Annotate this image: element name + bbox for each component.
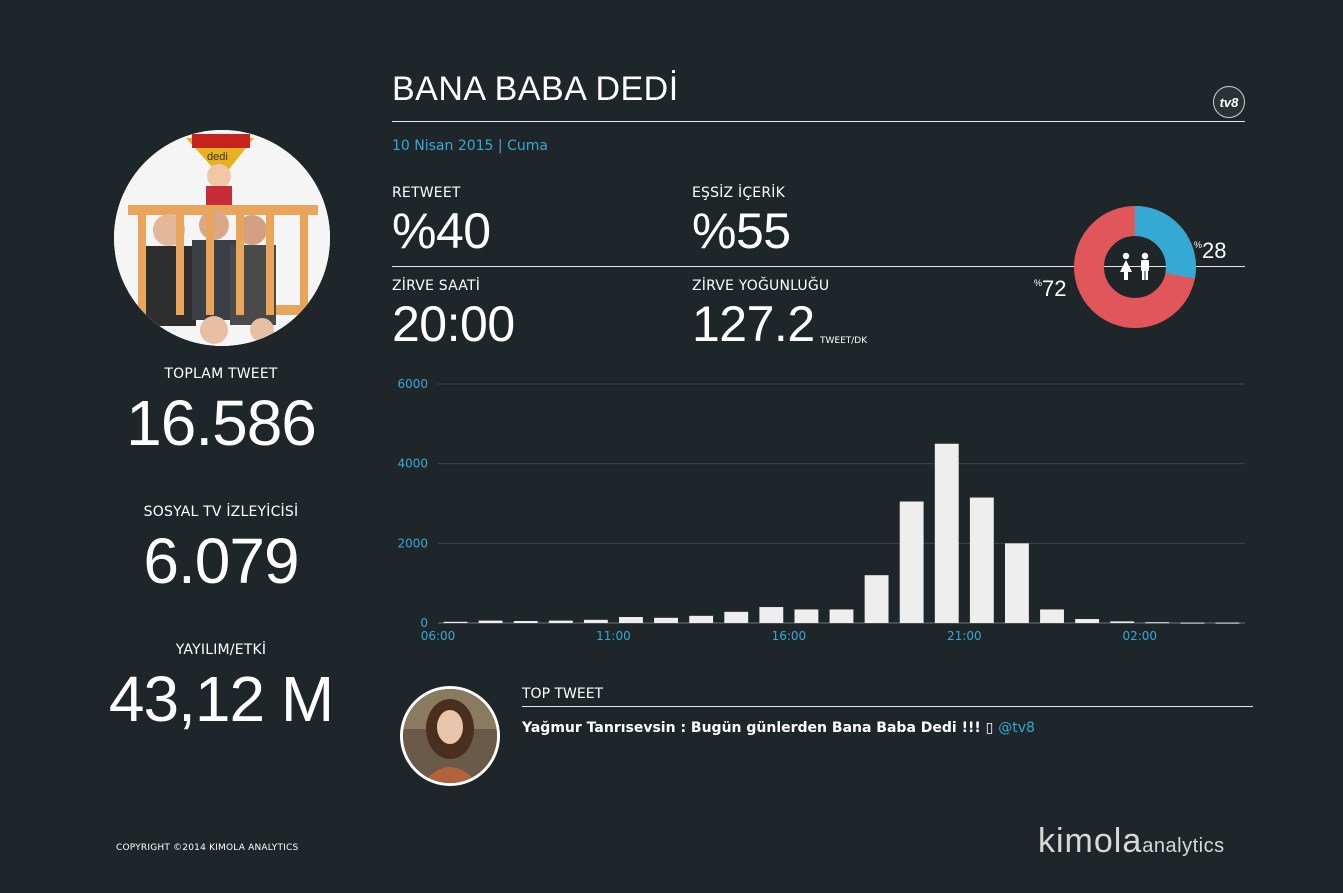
peak-time-value: 20:00 (392, 296, 515, 352)
unique-content-value: %55 (692, 203, 791, 259)
peak-density-value: 127.2 (692, 296, 815, 352)
female-male-icon (1120, 252, 1149, 280)
retweet-label: RETWEET (392, 185, 461, 201)
chart-bar (1145, 622, 1170, 624)
x-tick-label: 06:00 (421, 629, 456, 643)
chart-bar (1215, 622, 1240, 624)
chart-bar (1075, 619, 1100, 623)
chart-bar (443, 621, 468, 623)
kimola-logo: kimolaanalytics (1038, 822, 1225, 860)
chart-bar (829, 609, 854, 623)
chart-bar (654, 617, 678, 623)
avatar-photo-icon (403, 689, 497, 783)
chart-bar (724, 611, 749, 623)
copyright-text: COPYRIGHT ©2014 KIMOLA ANALYTICS (116, 843, 299, 853)
unique-content-label: EŞSİZ İÇERİK (692, 185, 785, 201)
x-tick-label: 16:00 (772, 629, 807, 643)
chart-bar (1110, 621, 1135, 623)
social-viewers-label: SOSYAL TV İZLEYİCİSİ (143, 504, 299, 520)
chart-bar (689, 615, 714, 623)
kpi-divider (392, 266, 1245, 267)
show-poster: dedi (114, 130, 330, 346)
chart-bar (864, 575, 889, 623)
total-tweet-value: 16.586 (126, 387, 317, 459)
chart-bar (899, 501, 924, 623)
chart-bar (794, 609, 819, 623)
peak-density-label: ZİRVE YOĞUNLUĞU (692, 278, 830, 294)
y-tick-label: 4000 (397, 457, 428, 471)
chart-bar (934, 443, 959, 623)
reach-label: YAYILIM/ETKİ (175, 642, 267, 658)
top-tweet-label: TOP TWEET (522, 686, 604, 702)
x-tick-label: 02:00 (1122, 629, 1157, 643)
total-tweet-label: TOPLAM TWEET (164, 366, 278, 382)
peak-density-unit: TWEET/DK (820, 336, 868, 346)
tweet-author-avatar[interactable] (400, 686, 500, 786)
chart-bar (619, 617, 643, 623)
gender-donut (1074, 206, 1196, 328)
poster-image-icon: dedi (114, 130, 330, 346)
chart-bar (513, 621, 538, 623)
chart-bar (1040, 609, 1064, 623)
peak-time-label: ZİRVE SAATİ (392, 278, 481, 294)
chart-bar (583, 619, 608, 623)
tweet-volume-chart: 0 2000 4000 6000 06:00 11:00 16:00 21:00 02:00 (380, 370, 1260, 650)
x-tick-label: 21:00 (947, 629, 982, 643)
x-tick-label: 11:00 (596, 629, 631, 643)
retweet-value: %40 (392, 203, 491, 259)
male-percent: %72 (1034, 276, 1067, 301)
y-tick-label: 2000 (397, 536, 428, 550)
top-tweet-text: Yağmur Tanrısevsin : Bugün günlerden Ban… (522, 720, 1035, 736)
donut-female-arc (1074, 206, 1196, 328)
chart-bar (548, 620, 573, 623)
channel-logo-icon: tv8 (1213, 86, 1245, 118)
chart-bar (969, 497, 994, 623)
social-viewers-value: 6.079 (143, 525, 299, 597)
svg-text:dedi: dedi (207, 151, 228, 163)
y-tick-label: 0 (420, 616, 428, 630)
reach-value: 43,12 M (108, 663, 334, 735)
broadcast-date: 10 Nisan 2015 | Cuma (392, 138, 548, 154)
female-percent: %28 (1194, 238, 1227, 263)
y-tick-label: 6000 (397, 377, 428, 391)
chart-bar (478, 620, 503, 623)
emoji-placeholder-icon: ▯ (985, 720, 994, 736)
tweet-mention-link[interactable]: @tv8 (998, 720, 1035, 736)
chart-bar (1005, 543, 1029, 623)
show-title: BANA BABA DEDİ (392, 70, 679, 108)
top-tweet-divider (522, 706, 1253, 707)
chart-bar (759, 607, 784, 623)
title-divider (392, 121, 1245, 122)
chart-bar (1180, 622, 1205, 624)
